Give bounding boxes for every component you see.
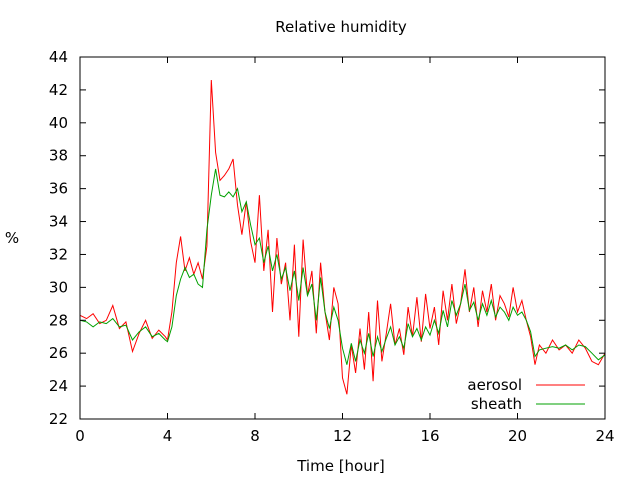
y-tick-label: 30 bbox=[49, 278, 68, 296]
y-tick-label: 32 bbox=[49, 245, 68, 263]
x-tick-label: 8 bbox=[250, 427, 260, 445]
y-tick-label: 36 bbox=[49, 180, 68, 198]
x-tick-label: 4 bbox=[163, 427, 173, 445]
tick-layer: 22 24 26 28 30 32 34 36 38 40 42 44 0 4 8 12 16 20 24 bbox=[49, 48, 615, 445]
series-layer bbox=[79, 79, 606, 395]
chart-title: Relative humidity bbox=[275, 18, 407, 36]
y-tick-label: 44 bbox=[49, 48, 68, 66]
legend-label-sheath: sheath bbox=[471, 395, 522, 413]
x-tick-label: 20 bbox=[508, 427, 527, 445]
y-tick-label: 22 bbox=[49, 410, 68, 428]
x-tick-label: 12 bbox=[333, 427, 352, 445]
y-tick-label: 26 bbox=[49, 344, 68, 362]
x-axis-label: Time [hour] bbox=[296, 457, 385, 475]
plot-area-frame bbox=[79, 56, 606, 420]
x-tick-label: 24 bbox=[595, 427, 614, 445]
y-axis-label: % bbox=[5, 229, 19, 247]
y-tick-label: 40 bbox=[49, 114, 68, 132]
legend: aerosol sheath bbox=[467, 376, 585, 413]
y-tick-label: 34 bbox=[49, 213, 68, 231]
series-line-sheath bbox=[79, 168, 606, 365]
y-tick-label: 42 bbox=[49, 81, 68, 99]
x-tick-label: 0 bbox=[75, 427, 85, 445]
x-tick-label: 16 bbox=[420, 427, 439, 445]
y-tick-label: 24 bbox=[49, 377, 68, 395]
y-tick-label: 28 bbox=[49, 311, 68, 329]
y-tick-label: 38 bbox=[49, 147, 68, 165]
legend-label-aerosol: aerosol bbox=[467, 376, 522, 394]
